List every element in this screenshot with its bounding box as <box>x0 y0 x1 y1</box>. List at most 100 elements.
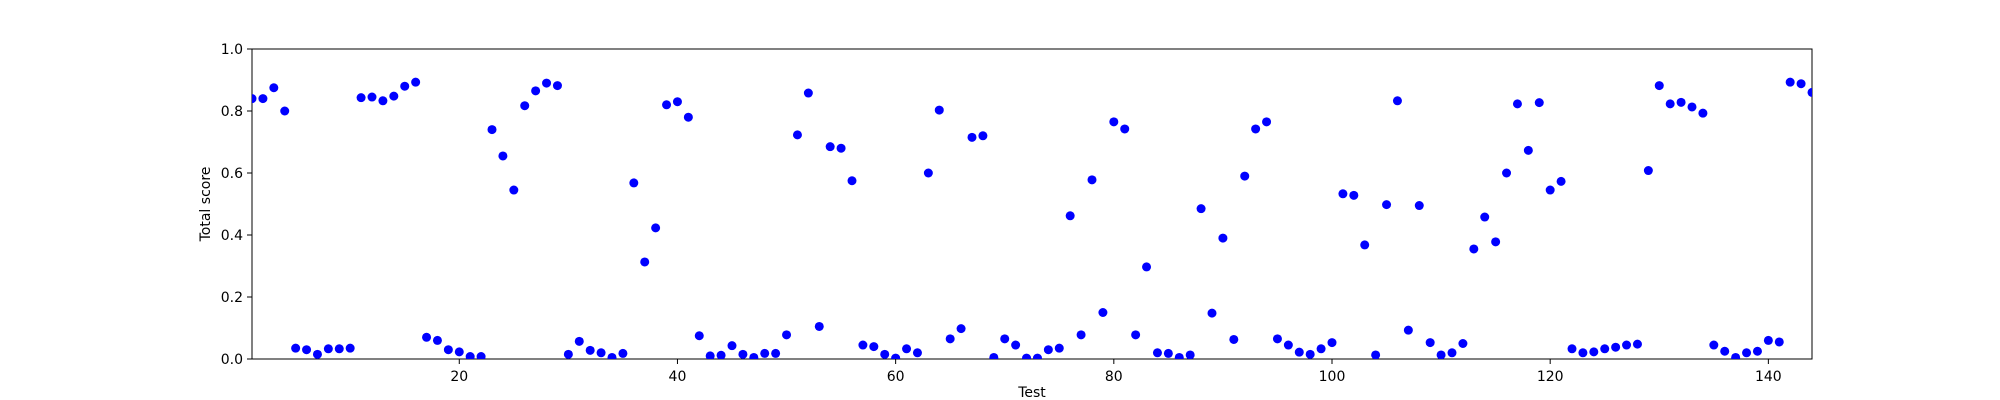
data-point <box>574 336 584 346</box>
data-point <box>814 321 824 331</box>
data-point <box>1185 350 1195 359</box>
y-tick-label: 0.2 <box>221 290 243 306</box>
data-point <box>1600 344 1610 354</box>
data-point <box>1589 347 1599 357</box>
data-point <box>345 343 355 353</box>
data-point <box>520 101 530 111</box>
data-point <box>1229 334 1239 344</box>
data-point <box>1523 145 1533 155</box>
data-point <box>1294 347 1304 357</box>
data-point <box>1000 334 1010 344</box>
data-point <box>1382 200 1392 210</box>
data-point <box>1436 350 1446 359</box>
data-point <box>1545 185 1555 195</box>
data-point <box>356 93 366 103</box>
data-point <box>422 332 432 342</box>
y-tick-label: 0.6 <box>221 166 243 182</box>
data-point <box>302 345 312 355</box>
data-point <box>323 344 333 354</box>
data-point <box>1076 330 1086 340</box>
data-point <box>1622 340 1632 350</box>
data-point <box>662 100 672 110</box>
data-point <box>1425 338 1435 348</box>
data-point <box>400 81 410 91</box>
data-point <box>803 88 813 98</box>
data-point <box>738 349 748 359</box>
data-point <box>1207 308 1217 318</box>
data-point <box>1131 330 1141 340</box>
data-point <box>443 345 453 355</box>
data-point <box>1665 99 1675 109</box>
x-tick-label: 140 <box>1755 369 1782 385</box>
data-point <box>1676 97 1686 107</box>
x-tick-label: 20 <box>450 369 468 385</box>
data-point <box>694 331 704 341</box>
data-point <box>1218 233 1228 243</box>
data-point <box>912 348 922 358</box>
data-point <box>978 131 988 141</box>
data-point <box>596 348 606 358</box>
data-point <box>1163 348 1173 358</box>
y-tick-label: 0.8 <box>221 104 243 120</box>
data-point <box>1392 96 1402 106</box>
x-tick-label: 40 <box>669 369 687 385</box>
data-point <box>1316 344 1326 354</box>
data-point <box>1742 348 1752 358</box>
data-point <box>1578 348 1588 358</box>
data-point <box>280 106 290 116</box>
data-point <box>1032 353 1042 359</box>
data-point <box>476 352 486 359</box>
data-point <box>934 105 944 115</box>
data-point <box>1458 339 1468 348</box>
data-point <box>792 130 802 140</box>
data-point <box>923 168 933 178</box>
data-point <box>782 330 792 340</box>
data-point <box>1120 124 1130 134</box>
data-point <box>869 342 879 352</box>
data-point <box>1349 190 1359 200</box>
data-point <box>825 142 835 152</box>
data-point <box>1502 168 1512 178</box>
data-point <box>1807 87 1812 97</box>
data-point <box>880 349 890 359</box>
data-point <box>1043 345 1053 355</box>
data-point <box>1371 350 1381 359</box>
data-point <box>1338 189 1348 199</box>
data-point <box>1414 201 1424 211</box>
data-point <box>607 352 617 359</box>
data-point <box>716 350 726 359</box>
data-point <box>509 185 519 195</box>
data-point <box>432 335 442 345</box>
data-point <box>1720 346 1730 356</box>
data-point <box>487 125 497 135</box>
data-point <box>847 176 857 186</box>
data-point <box>1142 262 1152 272</box>
data-point <box>269 83 279 93</box>
y-tick-label: 1.0 <box>221 42 243 58</box>
data-point <box>1174 352 1184 359</box>
x-axis-label: Test <box>1017 385 1046 400</box>
data-point <box>640 257 650 267</box>
data-point <box>1556 176 1566 186</box>
data-point <box>1480 212 1490 222</box>
data-point <box>683 112 693 122</box>
data-point <box>651 223 661 233</box>
data-point <box>312 349 322 359</box>
data-point <box>1698 108 1708 118</box>
data-point <box>1054 343 1064 353</box>
data-point <box>465 352 475 359</box>
data-point <box>1262 117 1272 127</box>
data-point <box>1065 211 1075 221</box>
x-tick-label: 100 <box>1319 369 1346 385</box>
y-axis-label: Total score <box>198 167 214 243</box>
data-point <box>1567 344 1577 354</box>
data-point <box>1469 244 1479 254</box>
data-point <box>585 345 595 355</box>
data-point <box>454 347 464 357</box>
data-point <box>705 351 715 359</box>
data-point <box>1512 99 1522 109</box>
x-tick-label: 60 <box>887 369 905 385</box>
data-point <box>1327 338 1337 348</box>
data-point <box>902 344 912 354</box>
